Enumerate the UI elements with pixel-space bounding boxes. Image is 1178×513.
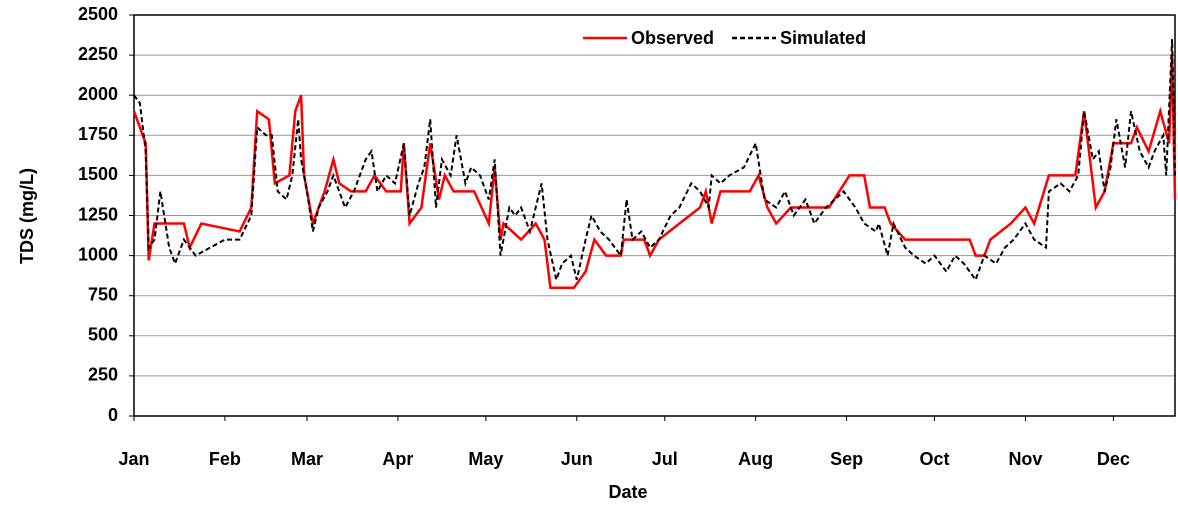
- x-tick-label: Mar: [291, 449, 323, 469]
- y-tick-label: 500: [88, 325, 118, 345]
- legend-label: Observed: [631, 28, 714, 48]
- x-tick-label: Feb: [209, 449, 241, 469]
- x-tick-label: Nov: [1008, 449, 1042, 469]
- y-tick-label: 0: [108, 405, 118, 425]
- x-tick-label: Oct: [920, 449, 950, 469]
- y-tick-label: 1500: [78, 164, 118, 184]
- y-tick-label: 1250: [78, 204, 118, 224]
- y-tick-label: 2250: [78, 44, 118, 64]
- x-tick-label: May: [468, 449, 503, 469]
- x-tick-label: Jul: [652, 449, 678, 469]
- x-tick-label: Dec: [1097, 449, 1130, 469]
- x-tick-label: Jan: [118, 449, 149, 469]
- x-tick-label: Aug: [738, 449, 773, 469]
- legend-label: Simulated: [780, 28, 866, 48]
- x-tick-label: Jun: [561, 449, 593, 469]
- y-tick-label: 750: [88, 284, 118, 304]
- y-tick-label: 2000: [78, 84, 118, 104]
- y-tick-label: 1750: [78, 124, 118, 144]
- x-axis-title: Date: [608, 482, 647, 502]
- y-tick-label: 2500: [78, 4, 118, 24]
- y-tick-label: 1000: [78, 244, 118, 264]
- x-tick-label: Sep: [830, 449, 863, 469]
- data-line: [132, 55, 1177, 289]
- data-line: [133, 39, 1176, 284]
- plot-frame: [133, 14, 1176, 417]
- y-axis-title: TDS (mg/L): [17, 168, 37, 264]
- y-tick-label: 250: [88, 365, 118, 385]
- x-tick-label: Apr: [382, 449, 413, 469]
